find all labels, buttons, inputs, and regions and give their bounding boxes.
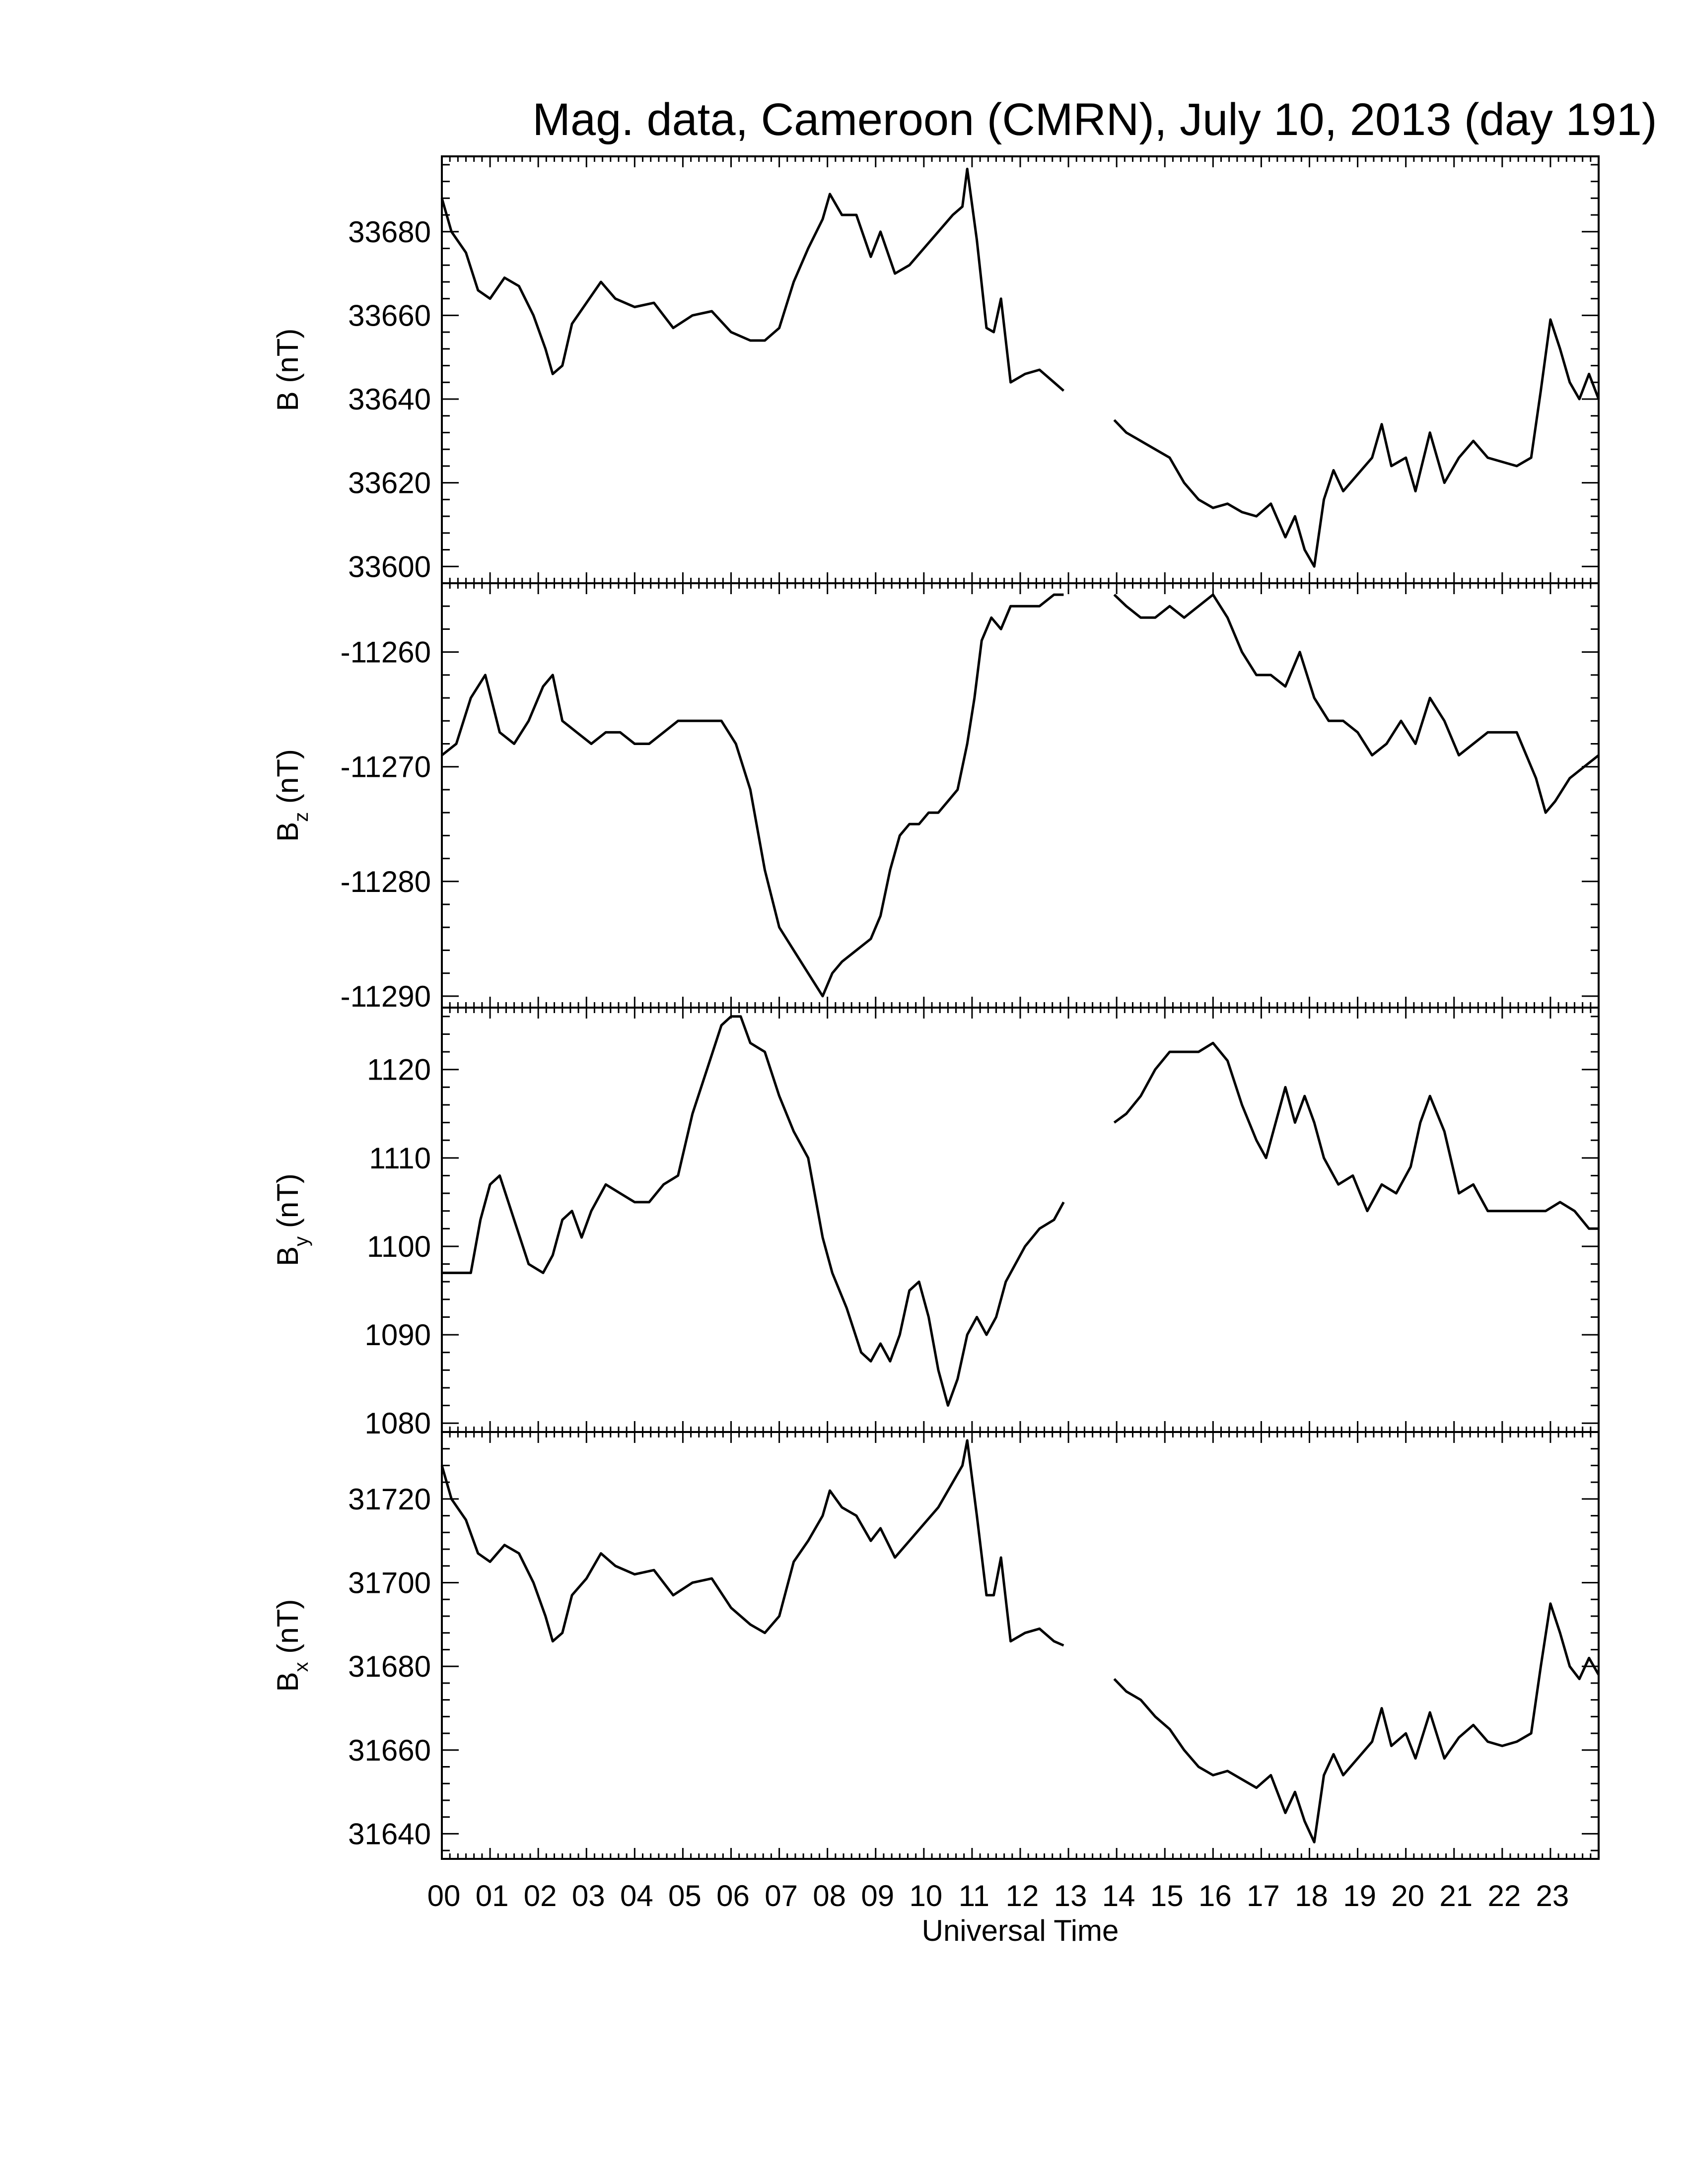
y-axis-title: By (nT)	[271, 1173, 312, 1266]
y-tick-label: 33600	[348, 550, 431, 583]
chart-title: Mag. data, Cameroon (CMRN), July 10, 201…	[532, 94, 1657, 145]
x-tick-label: 11	[959, 1879, 989, 1912]
panel-frame	[441, 1007, 1600, 1433]
x-tick-label: 07	[765, 1879, 798, 1912]
y-tick-label: 31660	[348, 1734, 431, 1767]
y-tick-label: 1100	[367, 1230, 431, 1263]
x-tick-label: 12	[1006, 1879, 1039, 1912]
y-tick-label: -11270	[341, 751, 431, 784]
x-tick-label: 09	[861, 1879, 894, 1912]
y-axis-title: B (nT)	[271, 329, 304, 411]
series-line-By-2	[1113, 1041, 1599, 1230]
x-tick-label: 19	[1343, 1879, 1376, 1912]
x-axis-tick-labels: 00 01 02 03 04 05 06 07 08 09 10 11 12 13 14 15 16 17 18 19…	[427, 1879, 1569, 1912]
x-tick-label: 14	[1102, 1879, 1135, 1912]
x-tick-label: 22	[1487, 1879, 1521, 1912]
y-tick-label: 1110	[369, 1142, 431, 1175]
y-tick-label: 33620	[348, 467, 431, 500]
series-line-Bz-2	[1113, 593, 1600, 814]
x-tick-label: 21	[1439, 1879, 1473, 1912]
y-tick-label: 1090	[365, 1318, 431, 1352]
panel-frame	[441, 1431, 1600, 1860]
series-line-B-2	[1113, 318, 1600, 568]
y-tick-label: 33660	[348, 299, 431, 332]
x-tick-label: 06	[716, 1879, 750, 1912]
series-line-By-1	[442, 1015, 1065, 1407]
panel-By: 1080 1090 1100 1110 1120 By (nT)	[271, 1007, 1600, 1440]
y-tick-label: 31640	[348, 1817, 431, 1850]
panel-Bx: 31640 31660 31680 31700 31720 Bx (nT)	[271, 1431, 1600, 1860]
y-axis-title: Bx (nT)	[271, 1599, 312, 1692]
x-tick-label: 02	[524, 1879, 557, 1912]
y-tick-label: 31700	[348, 1567, 431, 1600]
x-tick-label: 00	[427, 1879, 461, 1912]
x-tick-label: 01	[476, 1879, 509, 1912]
x-tick-label: 04	[620, 1879, 653, 1912]
panel-Bz: -11290 -11280 -11270 -11260 Bz (nT)	[271, 582, 1600, 1013]
x-tick-label: 23	[1536, 1879, 1569, 1912]
panel-frame	[441, 582, 1600, 1009]
y-tick-label: -11260	[341, 636, 431, 669]
x-tick-label: 15	[1150, 1879, 1184, 1912]
x-tick-label: 18	[1295, 1879, 1328, 1912]
y-tick-label: 31720	[348, 1483, 431, 1516]
y-axis-title: Bz (nT)	[271, 749, 312, 842]
y-tick-label: -11290	[341, 980, 431, 1013]
x-tick-label: 13	[1054, 1879, 1087, 1912]
y-tick-label: 31680	[348, 1650, 431, 1683]
x-tick-label: 20	[1391, 1879, 1424, 1912]
x-tick-label: 16	[1198, 1879, 1232, 1912]
x-axis-title: Universal Time	[922, 1914, 1119, 1947]
series-line-B-1	[440, 167, 1065, 392]
y-tick-label: 33640	[348, 383, 431, 416]
y-tick-label: 1120	[367, 1053, 431, 1087]
y-tick-label: 1080	[365, 1407, 431, 1440]
series-line-Bx-1	[440, 1439, 1064, 1647]
x-tick-label: 17	[1247, 1879, 1280, 1912]
x-tick-label: 05	[668, 1879, 702, 1912]
panel-B: 33600 33620 33640 33660 33680 B (nT)	[271, 155, 1600, 584]
series-line-Bz-1	[441, 593, 1064, 998]
x-tick-label: 10	[909, 1879, 942, 1912]
y-tick-label: -11280	[341, 865, 431, 898]
y-tick-label: 33680	[348, 215, 431, 249]
x-tick-label: 08	[813, 1879, 846, 1912]
panel-frame	[441, 155, 1600, 584]
series-line-Bx-2	[1113, 1602, 1600, 1843]
x-tick-label: 03	[572, 1879, 605, 1912]
